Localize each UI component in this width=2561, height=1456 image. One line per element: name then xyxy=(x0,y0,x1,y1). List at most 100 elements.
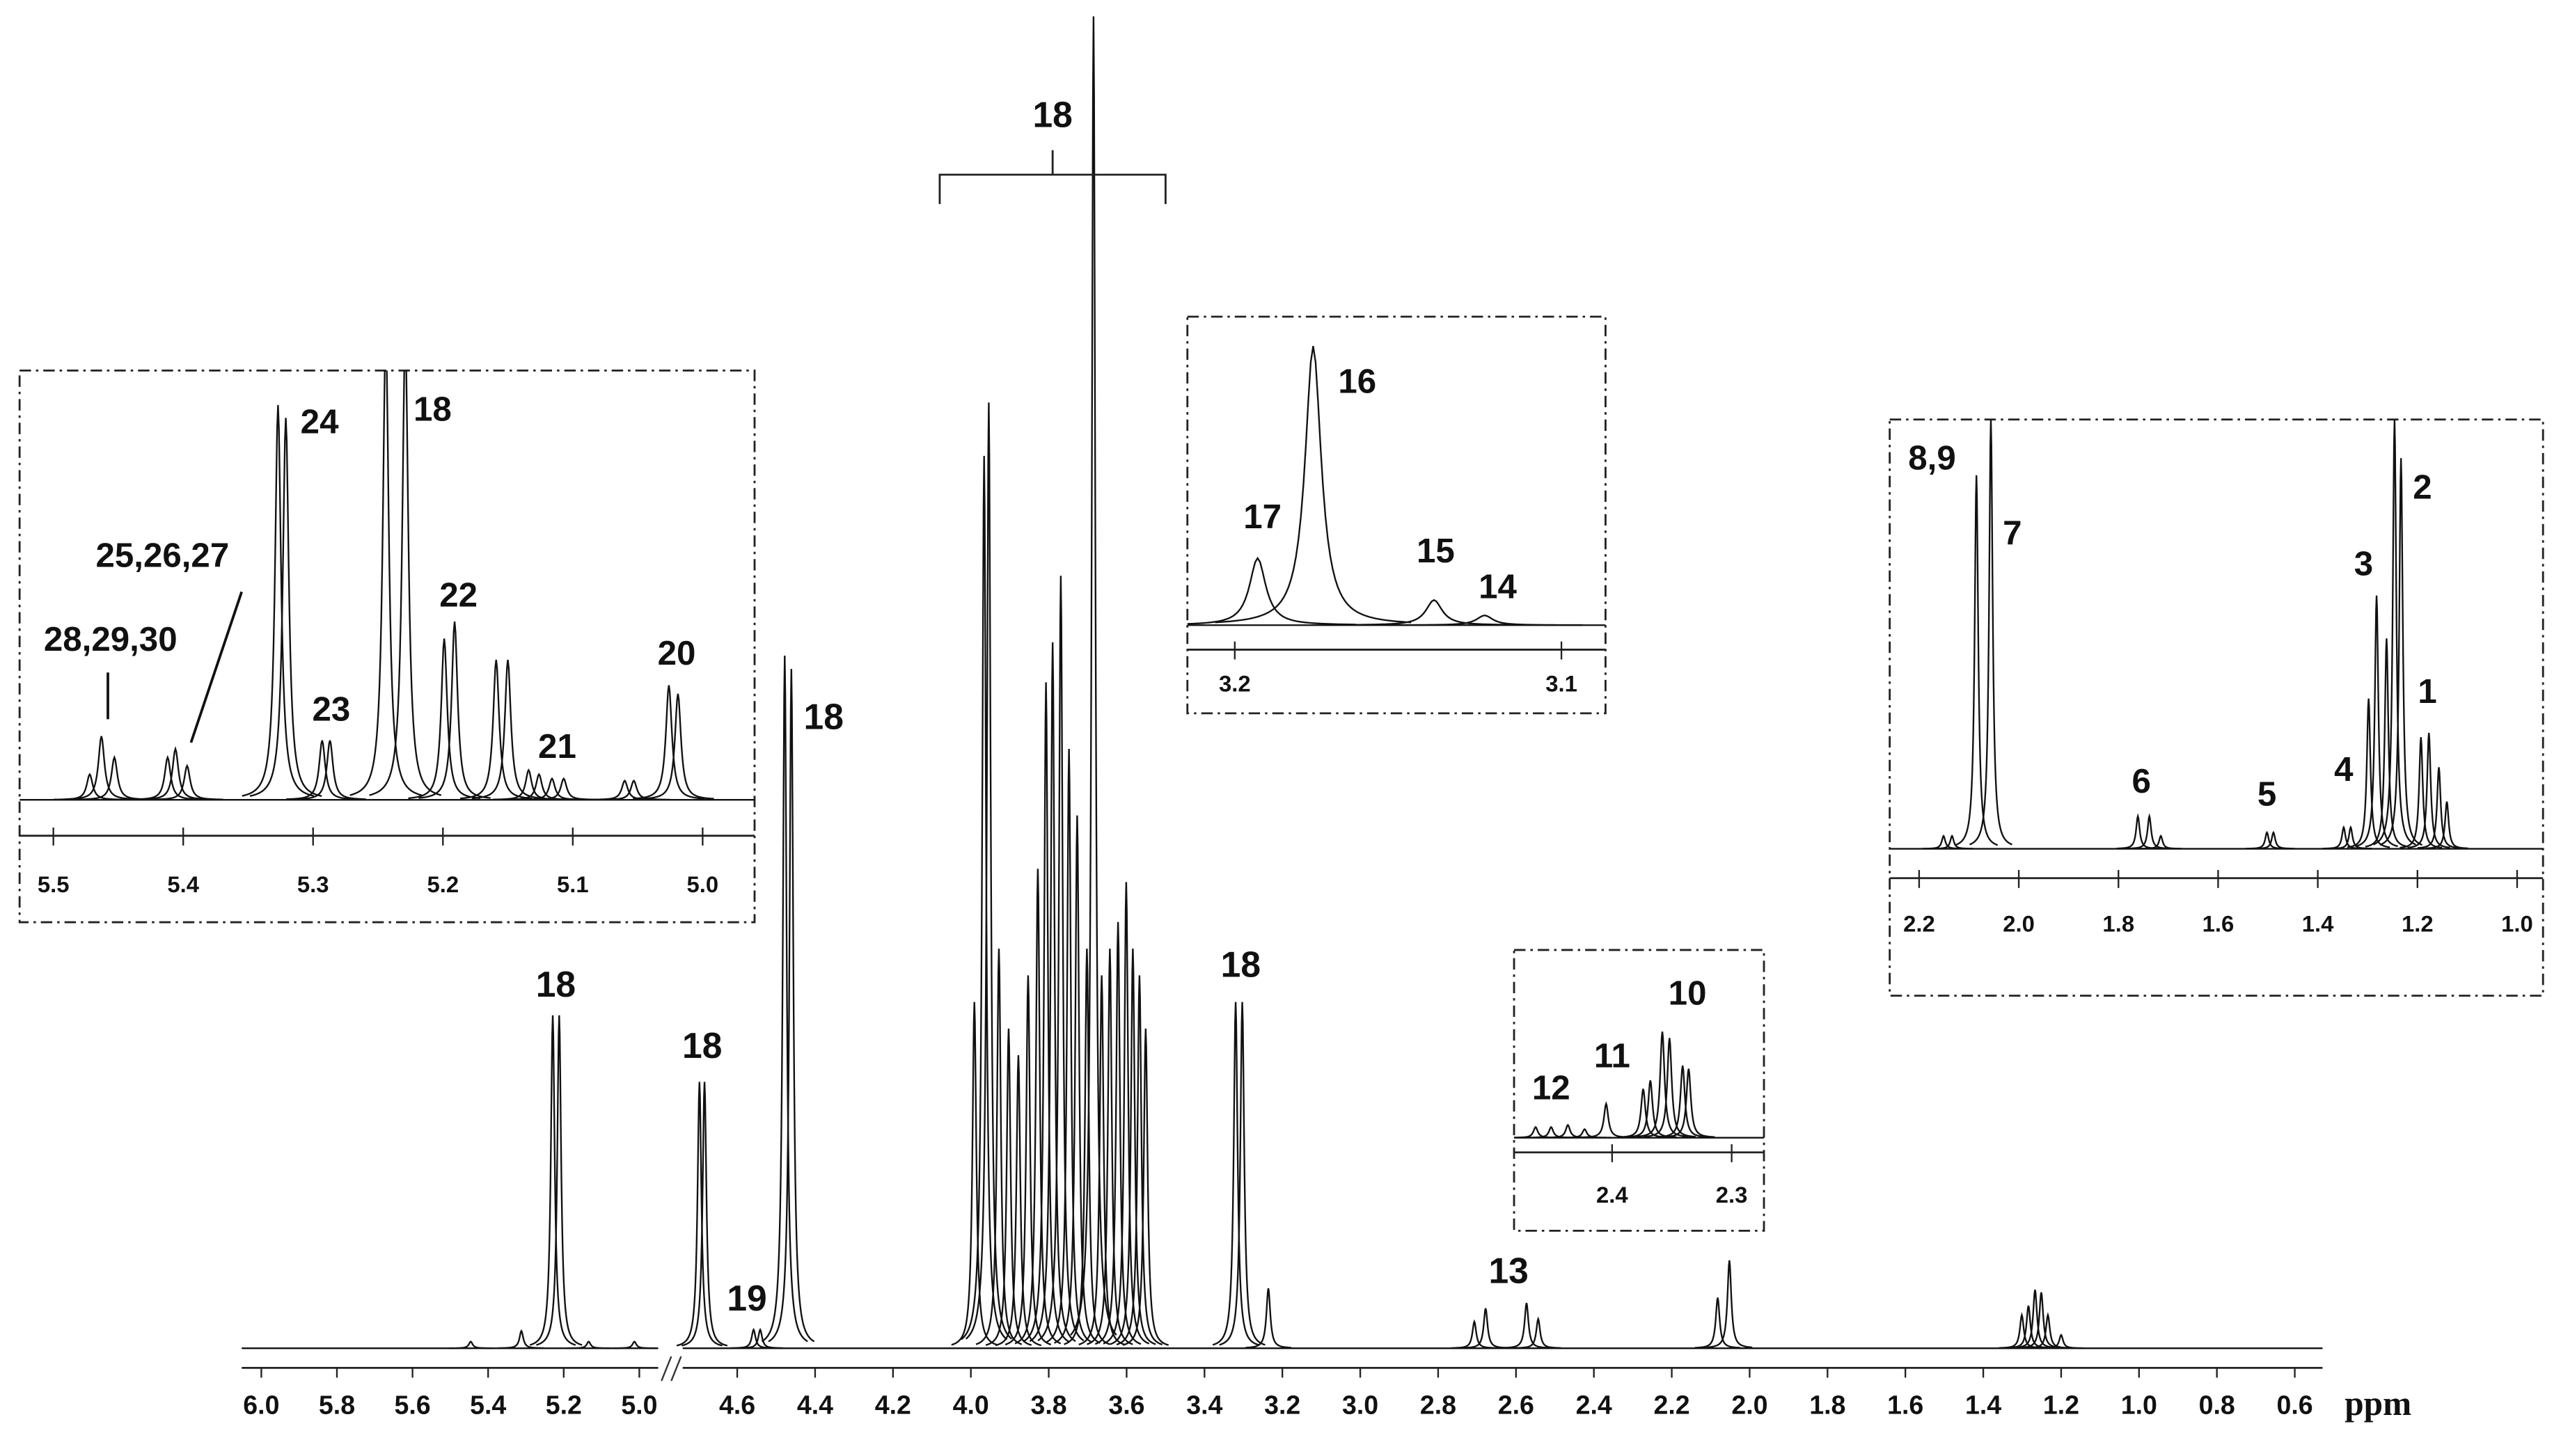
inset-frame xyxy=(1889,418,2544,997)
x-tick-label: 5.8 xyxy=(319,1391,355,1420)
peak xyxy=(2025,1312,2071,1349)
peak xyxy=(1922,834,1965,850)
x-tick-label: 5.2 xyxy=(427,871,459,897)
peak xyxy=(2252,830,2295,850)
x-tick-label: 3.6 xyxy=(1108,1391,1144,1420)
peak xyxy=(1515,1316,1561,1349)
peak xyxy=(242,405,315,797)
x-tick-label: 1.6 xyxy=(2203,910,2235,936)
peak xyxy=(1046,749,1093,1343)
peak xyxy=(2425,801,2468,850)
peak xyxy=(1245,1288,1291,1349)
x-tick-label: 4.4 xyxy=(797,1391,833,1420)
plot-area xyxy=(1889,419,2544,850)
peak xyxy=(1662,1068,1715,1138)
spectrum-panel: 3.2 3.1 17 16 15 14 xyxy=(1186,315,1607,715)
peak xyxy=(965,402,1013,1340)
x-tick-label: 2.0 xyxy=(1731,1391,1767,1420)
x-tick-label: 1.4 xyxy=(2302,910,2334,936)
peak-label: 3 xyxy=(2354,545,2373,583)
peak-label: 18 xyxy=(536,964,576,1004)
peak xyxy=(565,1340,612,1350)
peak xyxy=(349,370,423,796)
peak xyxy=(2116,813,2159,850)
peak xyxy=(1187,556,1356,626)
peak-label: 1 xyxy=(2418,672,2436,711)
peak xyxy=(528,777,600,801)
peak xyxy=(1463,1308,1509,1349)
peak xyxy=(516,777,588,801)
peak xyxy=(2407,732,2450,849)
peak-label: 17 xyxy=(1243,498,1282,536)
peak xyxy=(1087,949,1133,1345)
peak xyxy=(132,754,204,800)
peak xyxy=(2417,767,2461,849)
peak xyxy=(1336,599,1532,626)
x-tick-label: 5.4 xyxy=(470,1391,506,1420)
x-tick-label: 2.2 xyxy=(1653,1391,1689,1420)
peak-label: 19 xyxy=(727,1278,766,1318)
leader-line xyxy=(189,591,243,743)
x-tick-label: 3.2 xyxy=(1264,1391,1300,1420)
peak xyxy=(2400,737,2443,849)
peak xyxy=(1004,975,1052,1346)
peak xyxy=(2347,698,2390,848)
plot-area xyxy=(19,370,755,801)
peak-label: 2 xyxy=(2413,468,2432,506)
peak xyxy=(1579,1101,1632,1139)
peak-label: 7 xyxy=(2003,514,2022,552)
x-tick-label: 5.6 xyxy=(395,1391,431,1420)
peak-label: 10 xyxy=(1669,974,1707,1012)
x-tick-label: 0.8 xyxy=(2199,1391,2235,1420)
peak xyxy=(1955,475,1999,846)
peak xyxy=(1110,949,1156,1345)
peak xyxy=(471,659,544,800)
x-tick-label: 0.6 xyxy=(2276,1391,2312,1420)
peak xyxy=(1070,16,1117,1336)
x-tick-label: 1.6 xyxy=(1887,1391,1923,1420)
peak-label: 8,9 xyxy=(1908,438,1955,477)
x-tick-label: 5.5 xyxy=(38,871,70,897)
axis-break xyxy=(670,1356,682,1382)
peak xyxy=(2379,458,2423,846)
peak xyxy=(1116,975,1163,1346)
x-tick-label: 2.2 xyxy=(1903,910,1935,936)
peak xyxy=(1215,346,1412,624)
peak xyxy=(1219,1002,1266,1346)
inset-frame xyxy=(18,369,756,924)
x-tick-label: 5.1 xyxy=(557,871,589,897)
peak xyxy=(597,779,670,801)
peak-label: 4 xyxy=(2334,750,2354,789)
peak xyxy=(2038,1334,2084,1350)
peak xyxy=(737,1327,783,1350)
peak-label: 15 xyxy=(1417,532,1455,570)
peak xyxy=(611,1340,658,1350)
peak-label: 28,29,30 xyxy=(44,620,178,658)
peak xyxy=(536,1015,583,1346)
x-tick-label: 2.0 xyxy=(2003,910,2035,936)
x-tick-label: 5.3 xyxy=(297,871,329,897)
peak-label: 13 xyxy=(1488,1251,1528,1291)
plot-area xyxy=(1514,1031,1765,1139)
peak xyxy=(1103,882,1150,1345)
plot-area xyxy=(1187,346,1606,626)
peak xyxy=(294,740,366,800)
peak xyxy=(2355,595,2398,848)
peak xyxy=(448,1340,494,1350)
peak-label: 18 xyxy=(413,390,452,428)
peak xyxy=(2329,825,2372,850)
peak-label: 18 xyxy=(1221,944,1261,985)
x-tick-label: 4.0 xyxy=(953,1391,989,1420)
peak xyxy=(498,1329,544,1350)
x-tick-label: 2.8 xyxy=(1420,1391,1456,1420)
peak xyxy=(1624,1080,1677,1139)
peak-label: 18 xyxy=(682,1025,722,1066)
peak xyxy=(975,949,1023,1345)
peak-label: 25,26,27 xyxy=(95,537,229,575)
x-tick-label: 1.0 xyxy=(2121,1391,2157,1420)
peak xyxy=(2139,834,2182,850)
x-tick-label: 5.4 xyxy=(167,871,199,897)
peak xyxy=(151,763,223,800)
peak xyxy=(1969,419,2012,846)
